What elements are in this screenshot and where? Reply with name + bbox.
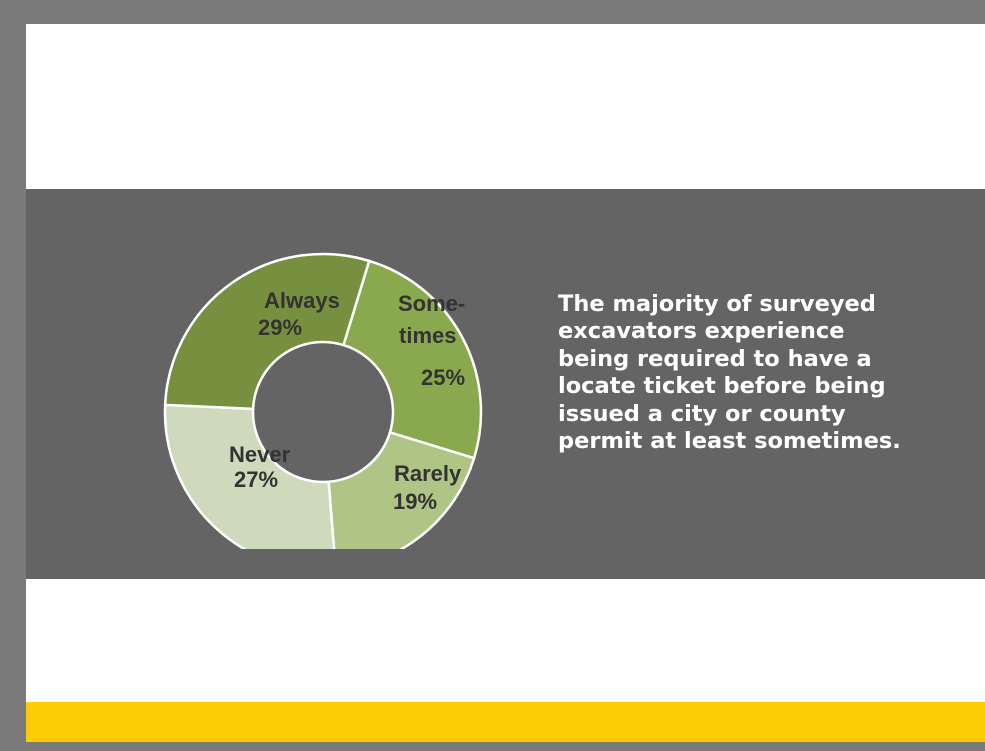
slice-label-sometimes: Some- <box>398 291 465 316</box>
slice-label-never: 27% <box>234 467 278 492</box>
slice-label-always: Always <box>264 288 340 313</box>
slide: Some-times 25% Rarely 19% Never 27% Always 29% … <box>26 24 985 742</box>
donut-slice-sometimes <box>341 259 483 460</box>
slice-label-always: 29% <box>258 315 302 340</box>
slice-label-sometimes: times <box>399 323 456 348</box>
donut-slice-never <box>163 403 336 549</box>
content-band: Some-times 25% Rarely 19% Never 27% Always 29% … <box>26 189 985 579</box>
donut-slice-always <box>163 252 371 411</box>
slice-label-rarely: Rarely <box>394 461 462 486</box>
slice-label-sometimes: 25% <box>421 365 465 390</box>
slice-label-never: Never <box>229 442 291 467</box>
statement-text: The majority of surveyed excavators expe… <box>558 291 901 455</box>
accent-bar <box>26 702 985 742</box>
slice-label-rarely: 19% <box>393 489 437 514</box>
donut-slice-rarely <box>327 430 476 549</box>
